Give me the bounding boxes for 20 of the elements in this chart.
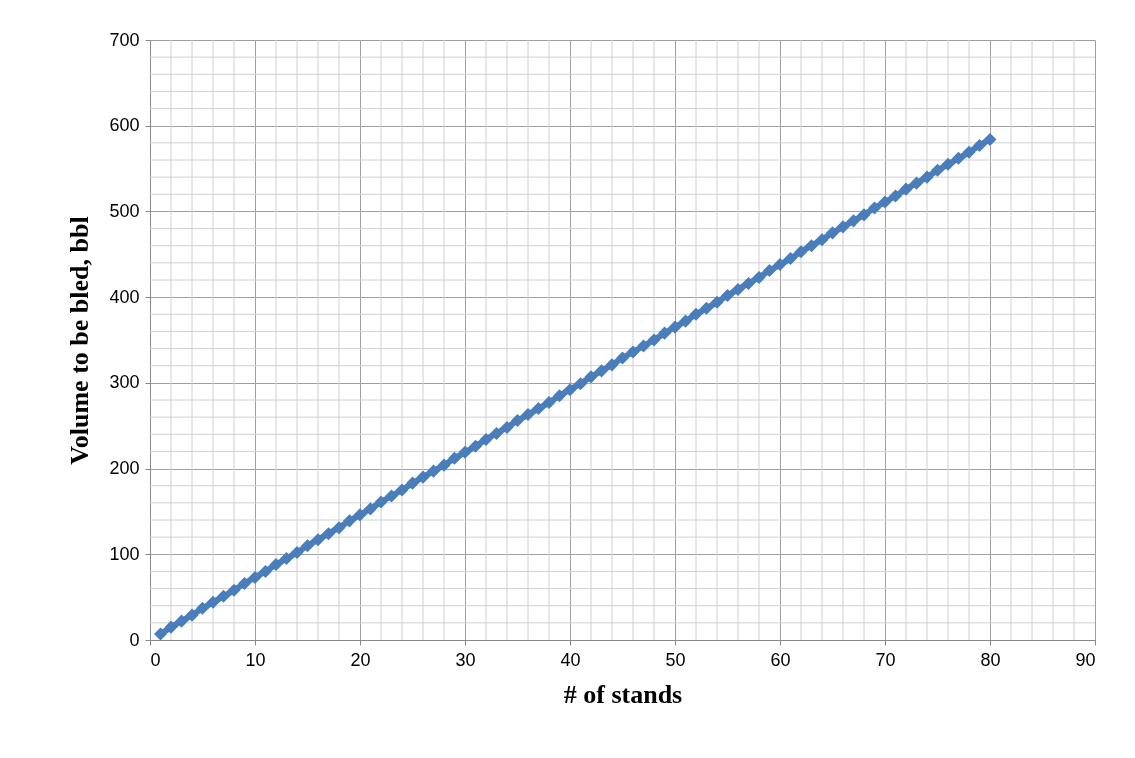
y-tick-label: 200 (109, 458, 140, 479)
y-axis-title: Volume to be bled, bbl (65, 216, 95, 465)
y-tick-label: 100 (109, 543, 140, 564)
x-tick-label: 70 (875, 649, 896, 670)
x-tick-label: 40 (560, 649, 581, 670)
y-tick-label: 500 (109, 200, 140, 221)
y-tick-label: 400 (109, 286, 140, 307)
x-tick-label: 50 (665, 649, 686, 670)
x-tick-label: 30 (455, 649, 476, 670)
x-tick-label: 10 (245, 649, 266, 670)
y-tick-label: 600 (109, 115, 140, 136)
x-tick-label: 20 (350, 649, 371, 670)
x-tick-label: 80 (980, 649, 1001, 670)
x-tick-label: 60 (770, 649, 791, 670)
y-tick-label: 300 (109, 372, 140, 393)
x-tick-label: 0 (150, 649, 161, 670)
y-tick-label: 700 (109, 29, 140, 50)
y-tick-label: 0 (129, 629, 140, 650)
x-tick-label: 90 (1075, 649, 1096, 670)
x-axis-title: # of stands (563, 679, 683, 709)
